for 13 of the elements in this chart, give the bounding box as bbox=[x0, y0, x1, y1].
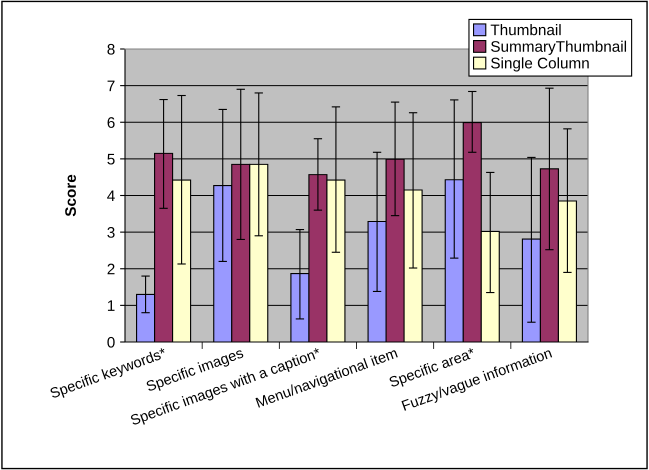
legend-label: Thumbnail bbox=[490, 24, 561, 36]
y-tick-label: 0 bbox=[107, 336, 115, 348]
legend-label: Single Column bbox=[491, 57, 589, 72]
legend-label: SummaryThumbnail bbox=[491, 40, 626, 55]
y-tick-label: 7 bbox=[108, 80, 115, 92]
y-tick-label: 4 bbox=[107, 190, 115, 202]
y-tick-label: 8 bbox=[107, 44, 115, 55]
y-tick-label: 2 bbox=[108, 264, 115, 274]
y-axis-title: Score bbox=[65, 174, 76, 216]
y-tick-label: 6 bbox=[108, 117, 115, 128]
y-tick-label: 1 bbox=[108, 300, 115, 311]
y-tick-label: 3 bbox=[107, 226, 115, 238]
y-tick-label: 5 bbox=[107, 154, 115, 165]
